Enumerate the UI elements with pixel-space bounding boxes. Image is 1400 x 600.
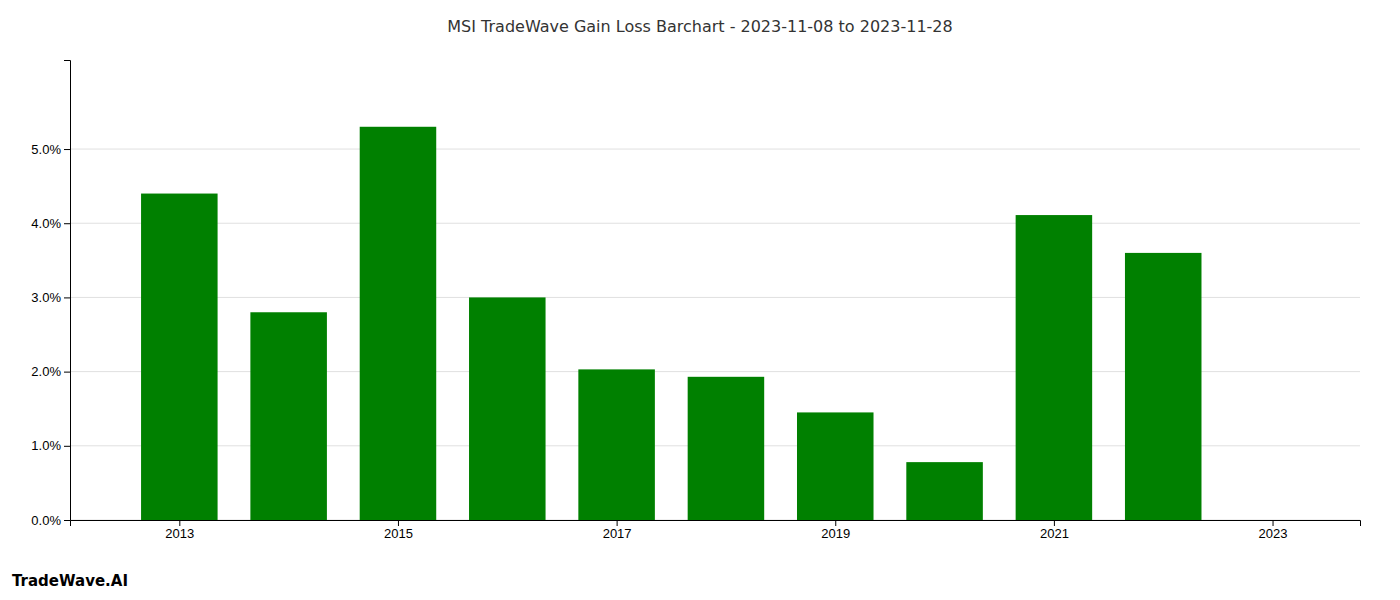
y-tick: 2.0% — [31, 364, 70, 379]
bar — [797, 412, 874, 520]
y-tick-label: 4.0% — [31, 216, 61, 231]
grid — [70, 149, 1360, 520]
y-tick: 4.0% — [31, 216, 70, 231]
chart: 2013 2015 2017 2019 2021 2023 0.0% 1.0% 2.0% 3.0%… — [0, 0, 1400, 600]
y-tick-label: 0.0% — [31, 513, 61, 528]
y-tick-label: 5.0% — [31, 142, 61, 157]
y-tick-mark — [64, 223, 70, 224]
watermark: TradeWave.AI — [12, 572, 128, 590]
x-tick-label: 2015 — [384, 526, 413, 541]
plot: 2013 2015 2017 2019 2021 2023 0.0% 1.0% 2.0% 3.0%… — [31, 61, 1360, 542]
x-tick-mark — [617, 520, 618, 526]
x-tick-label: 2021 — [1040, 526, 1069, 541]
x-tick-mark — [835, 520, 836, 526]
x-tick-mark — [179, 520, 180, 526]
y-tick: 5.0% — [31, 142, 70, 157]
y-tick-mark — [64, 297, 70, 298]
x-tick-label: 2023 — [1259, 526, 1288, 541]
x-tick-label: 2017 — [603, 526, 632, 541]
x-tick-mark — [398, 520, 399, 526]
bar — [688, 377, 765, 520]
y-tick-mark — [64, 372, 70, 373]
y-tick: 0.0% — [31, 513, 70, 528]
x-axis: 2013 2015 2017 2019 2021 2023 — [71, 520, 1361, 541]
y-tick-mark — [64, 520, 70, 521]
y-axis: 0.0% 1.0% 2.0% 3.0% 4.0% 5.0% — [31, 61, 70, 528]
x-axis-line — [71, 521, 1361, 527]
x-tick: 2021 — [1040, 520, 1069, 541]
bar — [1125, 253, 1202, 520]
y-tick: 3.0% — [31, 290, 70, 305]
y-tick-mark — [64, 149, 70, 150]
title: MSI TradeWave Gain Loss Barchart - 2023-… — [447, 17, 952, 36]
y-tick: 1.0% — [31, 438, 70, 453]
bar — [360, 127, 437, 520]
grid-line — [70, 149, 1360, 150]
bar — [141, 194, 218, 520]
x-tick: 2015 — [384, 520, 413, 541]
bar — [906, 462, 983, 520]
bar — [1016, 215, 1093, 520]
y-tick-mark — [64, 446, 70, 447]
y-tick-label: 2.0% — [31, 364, 61, 379]
y-axis-line — [64, 61, 71, 521]
bars — [141, 127, 1201, 520]
grid-line — [70, 223, 1360, 224]
y-tick-label: 1.0% — [31, 438, 61, 453]
bar — [469, 297, 546, 520]
x-tick-mark — [1273, 520, 1274, 526]
x-tick: 2023 — [1259, 520, 1288, 541]
x-tick: 2019 — [821, 520, 850, 541]
x-tick-label: 2013 — [165, 526, 194, 541]
x-tick-label: 2019 — [821, 526, 850, 541]
bar — [578, 369, 655, 520]
y-tick-label: 3.0% — [31, 290, 61, 305]
x-tick: 2017 — [603, 520, 632, 541]
x-tick: 2013 — [165, 520, 194, 541]
x-tick-mark — [1054, 520, 1055, 526]
bar — [250, 312, 327, 520]
